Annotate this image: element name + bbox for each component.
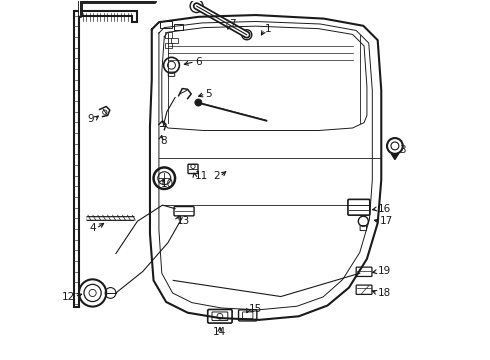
- Text: 5: 5: [205, 89, 212, 99]
- Text: 14: 14: [213, 327, 226, 337]
- Text: 12: 12: [61, 292, 74, 302]
- Text: 15: 15: [248, 304, 262, 314]
- Text: 18: 18: [378, 288, 391, 298]
- Text: 7: 7: [229, 19, 236, 29]
- Text: 17: 17: [379, 216, 392, 226]
- Text: 8: 8: [161, 136, 168, 145]
- Text: 2: 2: [213, 171, 220, 181]
- Text: 3: 3: [399, 144, 406, 154]
- Circle shape: [195, 99, 202, 106]
- Text: 1: 1: [265, 24, 271, 35]
- Text: 13: 13: [177, 216, 190, 226]
- Text: 9: 9: [88, 114, 95, 124]
- Polygon shape: [392, 154, 398, 159]
- Text: 11: 11: [195, 171, 208, 181]
- Text: 16: 16: [378, 204, 391, 214]
- Text: 4: 4: [90, 224, 96, 233]
- Text: 6: 6: [195, 57, 201, 67]
- Text: 10: 10: [161, 179, 174, 189]
- Text: 19: 19: [378, 266, 391, 276]
